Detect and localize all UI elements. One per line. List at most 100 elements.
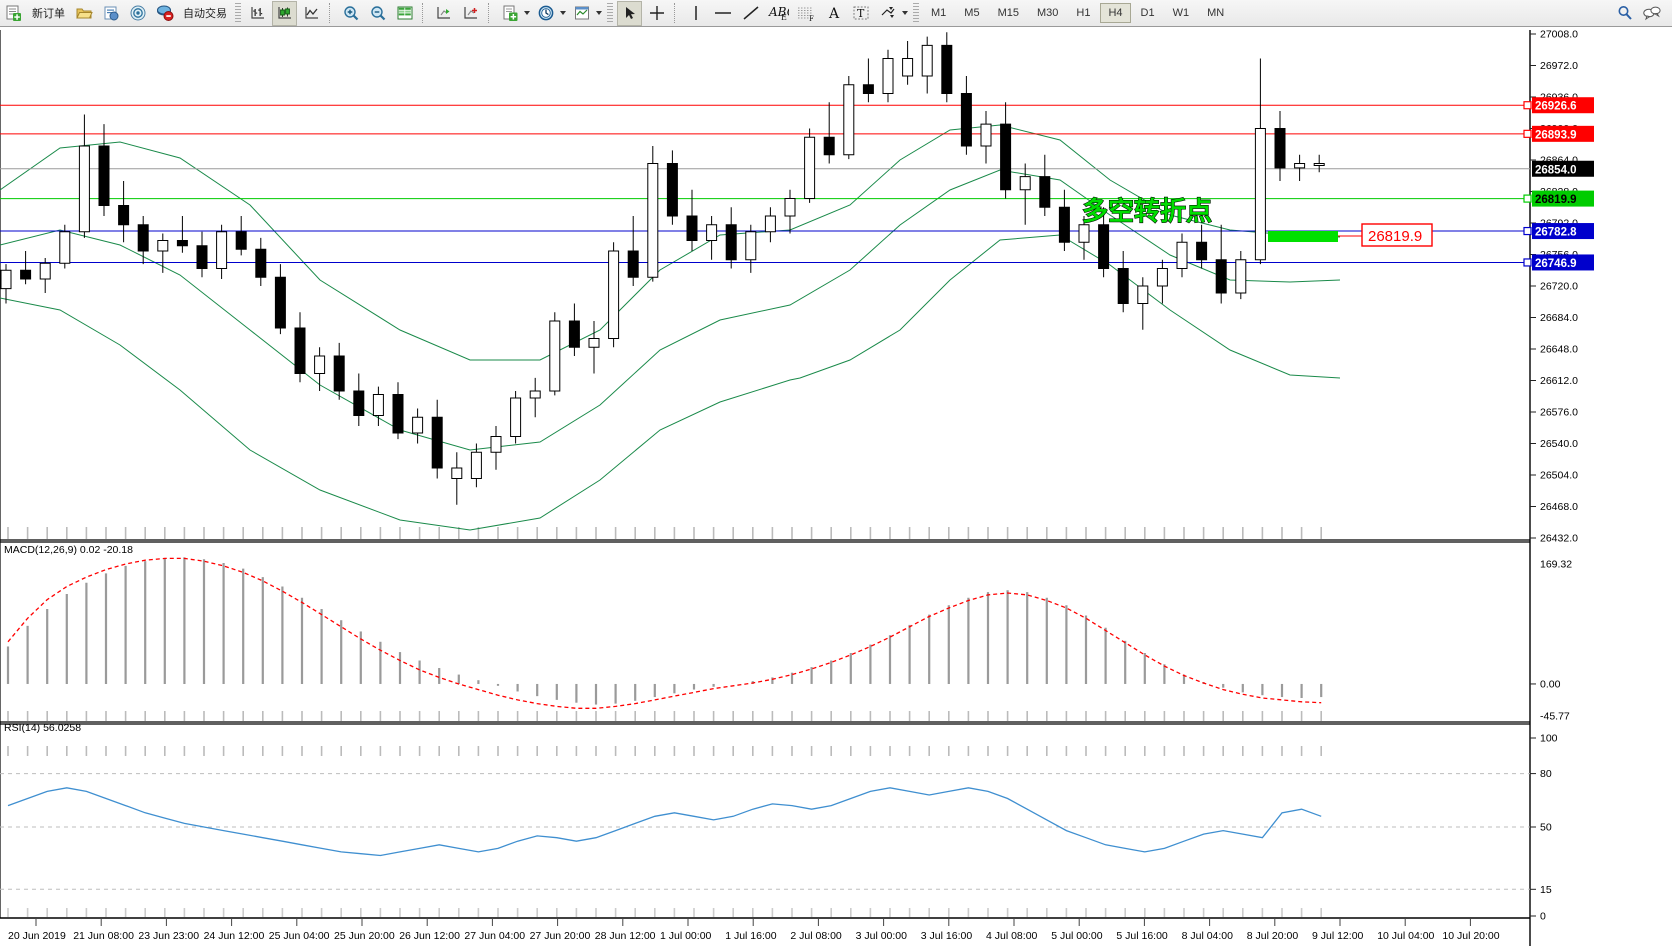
cursor-icon[interactable]	[617, 0, 642, 26]
timeframe-w1[interactable]: W1	[1172, 7, 1190, 19]
timeframe-h1[interactable]: H1	[1076, 7, 1091, 19]
price-marker-26746.9[interactable]: 26746.9	[1532, 254, 1594, 271]
bar-chart-icon[interactable]	[245, 1, 270, 26]
zoom-in-icon[interactable]	[338, 1, 363, 26]
crosshair-icon[interactable]	[644, 1, 669, 26]
price-marker-26819.9[interactable]: 26819.9	[1532, 190, 1594, 207]
timeframe-m5[interactable]: M5	[964, 7, 980, 19]
new-order-icon[interactable]	[1, 1, 26, 26]
toolbar-separator-3	[488, 3, 492, 23]
price-line-handle[interactable]	[1523, 101, 1532, 110]
timeframe-m15[interactable]: M15	[997, 7, 1019, 19]
candle-body	[39, 262, 51, 280]
toolbar-grip[interactable]	[235, 3, 241, 23]
shift-end-icon[interactable]	[431, 1, 456, 26]
time-axis-label: 25 Jun 20:00	[334, 930, 395, 942]
shapes-caret-icon[interactable]	[902, 11, 908, 15]
price-line-handle[interactable]	[1523, 258, 1532, 267]
candle-body	[274, 276, 286, 329]
time-axis-label: 1 Jul 16:00	[725, 930, 777, 942]
autotrade-icon[interactable]	[152, 1, 177, 26]
timeframe-mn[interactable]: MN	[1207, 7, 1225, 19]
candle-body	[843, 84, 855, 156]
toolbar-grip-3[interactable]	[913, 3, 919, 23]
svg-text:ABC: ABC	[768, 5, 789, 19]
price-line-handle[interactable]	[1523, 129, 1532, 138]
text-box-icon[interactable]: T	[848, 1, 873, 26]
candle-body	[568, 320, 580, 348]
time-axis-label: 1 Jul 00:00	[660, 930, 712, 942]
timeframe-d1[interactable]: D1	[1140, 7, 1155, 19]
search-icon[interactable]	[1612, 1, 1637, 26]
highlight-rectangle[interactable]	[1268, 231, 1338, 242]
chart-annotation[interactable]: 多空转折点	[1081, 195, 1212, 227]
price-marker-26854.0[interactable]: 26854.0	[1532, 160, 1594, 177]
folder-icon[interactable]	[71, 1, 96, 26]
candle-body	[549, 320, 561, 392]
time-axis-label: 8 Jul 20:00	[1247, 930, 1299, 942]
chat-icon[interactable]	[1639, 1, 1664, 26]
time-axis-label: 9 Jul 12:00	[1312, 930, 1364, 942]
candle-body	[1117, 268, 1129, 304]
toolbar-grip-2[interactable]	[607, 3, 613, 23]
time-axis-labels: 20 Jun 2019 21 Jun 08:00 23 Jun 23:00 24 Ju…	[8, 930, 1500, 942]
time-axis-label: 23 Jun 23:00	[138, 930, 199, 942]
text-label-icon[interactable]: A	[821, 1, 846, 26]
zoom-out-icon[interactable]	[365, 1, 390, 26]
time-axis-label: 20 Jun 2019	[8, 930, 66, 942]
templates-caret-icon[interactable]	[596, 11, 602, 15]
price-marker-26926.6[interactable]: 26926.6	[1532, 97, 1594, 114]
shapes-icon[interactable]	[875, 1, 900, 26]
price-marker-label: 26746.9	[1535, 258, 1577, 270]
horizontal-line-icon[interactable]	[710, 1, 736, 26]
candle-body	[725, 224, 737, 261]
timeframe-m30[interactable]: M30	[1036, 7, 1059, 19]
autotrade-label[interactable]: 自动交易	[183, 8, 227, 20]
profile-icon[interactable]	[98, 1, 123, 26]
period-icon[interactable]	[533, 1, 558, 26]
fibonacci-icon[interactable]: F	[793, 1, 819, 26]
signals-icon[interactable]	[125, 1, 150, 26]
macd-indicator-pane: 169.32 0.00 -45.77	[6, 557, 1572, 723]
price-marker-26782.8[interactable]: 26782.8	[1532, 223, 1594, 240]
price-line-handle[interactable]	[1523, 194, 1532, 203]
time-axis-label: 28 Jun 12:00	[595, 930, 656, 942]
candlestick-icon[interactable]	[272, 0, 297, 26]
candle-body	[1196, 241, 1208, 261]
candle-body	[960, 93, 972, 147]
candle-body	[510, 397, 522, 437]
line-chart-icon[interactable]	[299, 1, 324, 26]
candle-body	[490, 436, 502, 453]
macd-scale-label: -45.77	[1540, 711, 1570, 723]
price-line-handle[interactable]	[1523, 226, 1532, 236]
period-caret-icon[interactable]	[560, 11, 566, 15]
time-axis-label: 8 Jul 04:00	[1182, 930, 1234, 942]
candle-body	[1058, 206, 1070, 243]
chart-area[interactable]: 27008.026972.026936.026900.026864.026828…	[0, 30, 1672, 946]
templates-icon[interactable]	[569, 1, 594, 26]
toolbar-separator-2	[422, 3, 426, 23]
vertical-line-icon[interactable]	[683, 1, 708, 26]
new-order-label[interactable]: 新订单	[32, 8, 65, 20]
time-axis-label: 3 Jul 00:00	[856, 930, 908, 942]
candle-body	[1137, 285, 1149, 304]
auto-scroll-icon[interactable]	[458, 1, 483, 26]
svg-text:A: A	[828, 6, 840, 22]
add-indicator-caret-icon[interactable]	[524, 11, 530, 15]
price-marker-bg	[1532, 223, 1594, 240]
macd-pane-label: MACD(12,26,9) 0.02 -20.18	[4, 544, 133, 556]
timeframe-h4[interactable]: H4	[1100, 3, 1131, 23]
candle-body	[529, 390, 541, 399]
price-callout[interactable]: 26819.9	[1338, 223, 1433, 247]
rsi-scale-label: 0	[1540, 911, 1546, 923]
elliott-wave-icon[interactable]: ABC E	[765, 1, 791, 26]
timeframe-m1[interactable]: M1	[931, 7, 947, 19]
time-axis-label: 4 Jul 08:00	[986, 930, 1038, 942]
candle-body	[314, 355, 326, 374]
price-marker-26893.9[interactable]: 26893.9	[1532, 125, 1594, 142]
chart-canvas[interactable]: 27008.026972.026936.026900.026864.026828…	[0, 30, 1672, 946]
trend-line-icon[interactable]	[738, 1, 763, 26]
add-indicator-icon[interactable]	[497, 1, 522, 26]
time-tick-marks	[7, 527, 1471, 926]
tile-windows-icon[interactable]	[392, 1, 417, 26]
